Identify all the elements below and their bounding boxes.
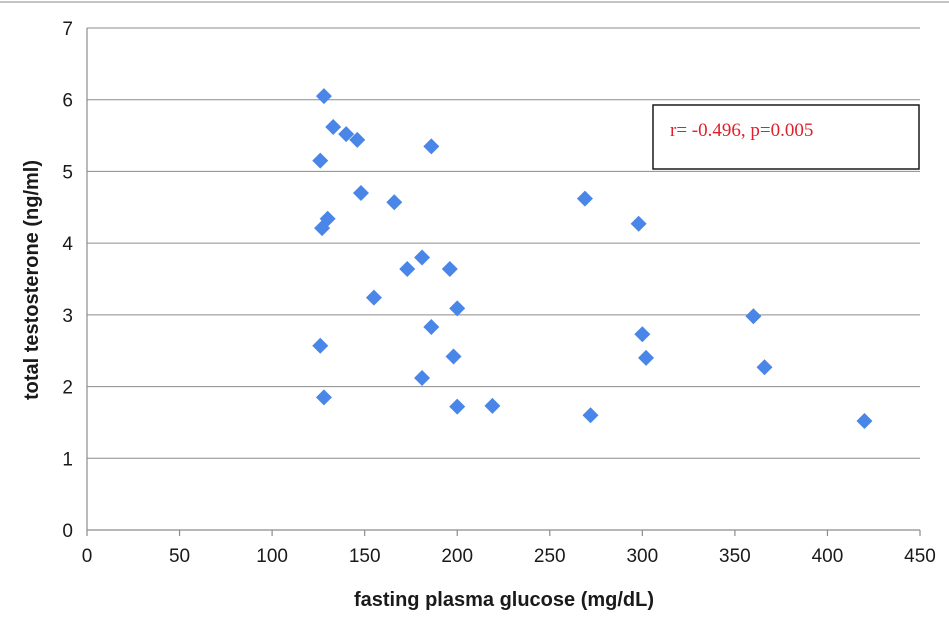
data-point <box>386 194 403 211</box>
y-axis-title: total testosterone (ng/ml) <box>21 160 43 400</box>
y-tick-label: 0 <box>62 521 73 542</box>
x-tick-label: 50 <box>169 546 190 567</box>
data-point <box>634 326 651 343</box>
data-point <box>445 348 462 365</box>
data-point <box>441 260 458 277</box>
x-tick-label: 450 <box>904 546 936 567</box>
x-axis-title: fasting plasma glucose (mg/dL) <box>354 589 654 611</box>
data-point <box>314 220 331 237</box>
x-tick-label: 400 <box>812 546 844 567</box>
data-point <box>325 118 342 135</box>
data-point <box>349 131 366 148</box>
data-point <box>312 337 329 354</box>
x-tick-label: 100 <box>256 546 288 567</box>
x-tick-label: 250 <box>534 546 566 567</box>
data-point <box>756 359 773 376</box>
data-point <box>745 308 762 325</box>
y-tick-label: 3 <box>62 306 73 327</box>
data-point <box>414 369 431 386</box>
data-point <box>449 398 466 415</box>
x-tick-label: 150 <box>349 546 381 567</box>
data-point <box>315 88 332 105</box>
data-point <box>338 126 355 143</box>
data-point <box>423 138 440 155</box>
annotation-text: r= -0.496, p=0.005 <box>670 120 813 141</box>
data-point <box>423 319 440 336</box>
data-point <box>365 289 382 306</box>
x-tick-label: 0 <box>82 546 93 567</box>
annotation-frame <box>652 104 920 170</box>
data-point <box>449 300 466 317</box>
data-point <box>576 190 593 207</box>
data-point <box>312 152 329 169</box>
data-point <box>399 260 416 277</box>
x-tick-label: 300 <box>626 546 658 567</box>
x-tick-label: 200 <box>441 546 473 567</box>
data-point <box>315 389 332 406</box>
x-tick-label: 350 <box>719 546 751 567</box>
data-point <box>582 407 599 424</box>
y-tick-label: 1 <box>62 449 73 470</box>
data-point <box>638 349 655 366</box>
y-tick-label: 5 <box>62 162 73 183</box>
y-tick-label: 4 <box>62 234 73 255</box>
y-tick-label: 2 <box>62 378 73 399</box>
y-tick-label: 6 <box>62 91 73 112</box>
data-point <box>856 412 873 429</box>
data-point <box>630 215 647 232</box>
data-point <box>484 397 501 414</box>
data-point <box>352 184 369 201</box>
data-point <box>414 249 431 266</box>
annotation-box: r= -0.496, p=0.005 <box>652 104 920 170</box>
tick-labels: 0 1 2 3 4 5 6 7 0 50 100 150 200 250 300 350 400 450 <box>62 19 935 567</box>
axes <box>86 28 921 536</box>
grid-lines <box>87 27 920 459</box>
y-tick-label: 7 <box>62 19 73 40</box>
data-points <box>312 88 873 429</box>
